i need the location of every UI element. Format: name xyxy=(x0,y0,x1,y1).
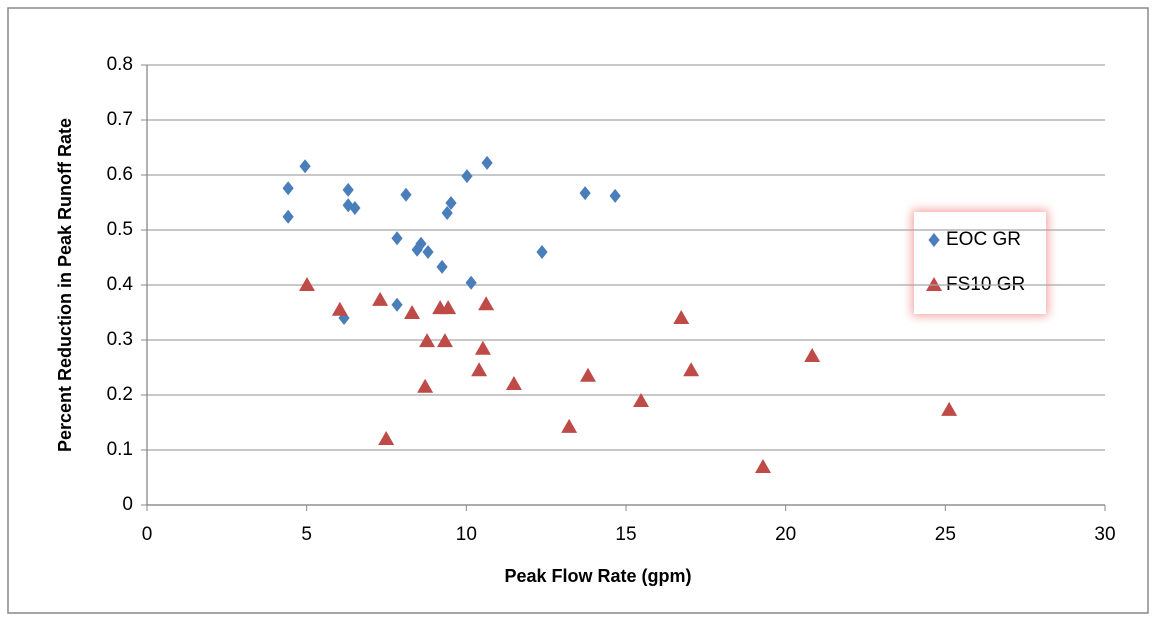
x-tick-label: 5 xyxy=(301,524,312,545)
triangle-marker xyxy=(436,333,453,348)
triangle-marker xyxy=(804,347,821,362)
triangle-marker xyxy=(474,340,491,355)
diamond-marker xyxy=(415,236,427,251)
x-tick-label: 20 xyxy=(775,524,796,545)
triangle-marker xyxy=(417,378,434,393)
triangle-marker xyxy=(471,362,488,377)
legend-marker xyxy=(926,277,942,291)
diamond-marker xyxy=(391,297,403,312)
x-axis-title: Peak Flow Rate (gpm) xyxy=(504,566,691,586)
diamond-marker xyxy=(349,201,361,215)
triangle-marker xyxy=(478,296,495,311)
x-tick-label: 25 xyxy=(935,524,956,545)
triangle-marker xyxy=(419,333,436,348)
x-tick-label: 30 xyxy=(1094,524,1115,545)
diamond-marker xyxy=(445,196,457,211)
y-axis-title: Percent Reduction in Peak Runoff Rate xyxy=(55,118,75,452)
diamond-marker xyxy=(436,259,448,274)
y-tick-label: 0.5 xyxy=(107,219,133,240)
diamond-marker xyxy=(461,169,473,184)
x-tick-label: 15 xyxy=(615,524,636,545)
y-tick-label: 0.8 xyxy=(107,54,133,75)
y-tick-label: 0.1 xyxy=(107,439,133,460)
triangle-marker xyxy=(404,305,421,320)
legend-box xyxy=(914,212,1046,314)
diamond-marker xyxy=(299,159,311,174)
y-tick-label: 0.3 xyxy=(107,329,133,350)
y-tick-label: 0.4 xyxy=(107,274,134,295)
triangle-marker xyxy=(298,277,315,291)
diamond-marker xyxy=(400,187,412,202)
triangle-marker xyxy=(331,301,348,316)
x-tick-label: 0 xyxy=(142,524,153,545)
legend-marker xyxy=(928,233,940,247)
triangle-marker xyxy=(440,300,457,315)
diamond-marker xyxy=(282,209,294,224)
diamond-marker xyxy=(282,181,294,196)
diamond-marker xyxy=(342,182,354,197)
diamond-marker xyxy=(465,275,477,290)
diamond-marker xyxy=(441,205,453,220)
diamond-marker xyxy=(481,155,493,170)
legend-label: EOC GR xyxy=(946,229,1021,250)
triangle-marker xyxy=(754,459,771,474)
triangle-marker xyxy=(505,376,522,390)
diamond-marker xyxy=(391,231,403,246)
diamond-marker xyxy=(579,186,591,201)
y-tick-label: 0 xyxy=(122,494,133,515)
diamond-marker xyxy=(422,245,434,259)
y-tick-label: 0.7 xyxy=(107,109,133,130)
triangle-marker xyxy=(633,393,650,408)
x-tick-label: 10 xyxy=(456,524,477,545)
triangle-marker xyxy=(579,367,596,382)
triangle-marker xyxy=(378,431,395,445)
triangle-marker xyxy=(683,362,700,377)
triangle-marker xyxy=(372,291,389,306)
y-tick-label: 0.2 xyxy=(107,384,133,405)
triangle-marker xyxy=(673,310,690,324)
triangle-marker xyxy=(561,418,578,433)
triangle-marker xyxy=(941,401,958,416)
diamond-marker xyxy=(536,245,548,259)
diamond-marker xyxy=(609,188,621,203)
y-tick-label: 0.6 xyxy=(107,164,133,185)
